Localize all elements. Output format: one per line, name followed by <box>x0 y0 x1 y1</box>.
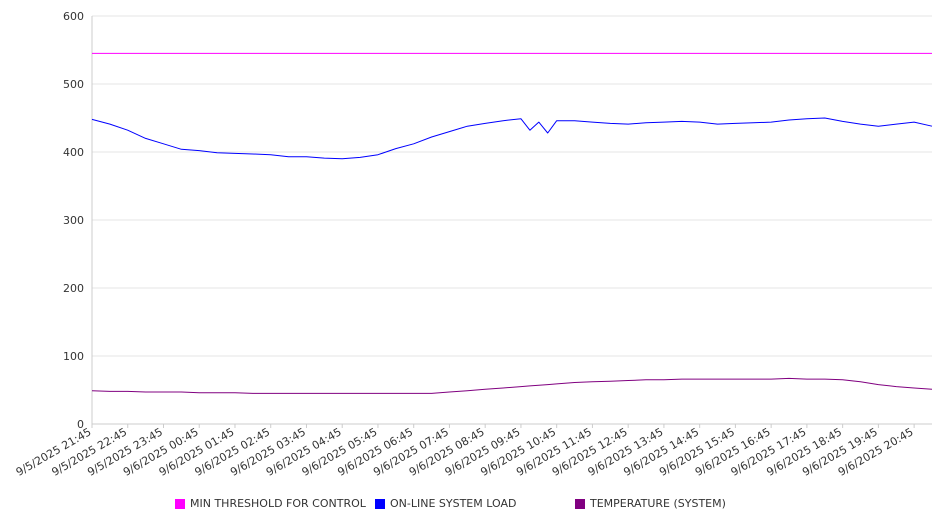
y-tick-label: 0 <box>77 418 84 431</box>
line-chart: 0 100 200 300 400 500 600 9/5/2025 21:459/5/20… <box>14 10 933 479</box>
axes <box>91 16 932 425</box>
legend-swatch-min-threshold <box>175 498 185 509</box>
legend: MIN THRESHOLD FOR CONTROL ON-LINE SYSTEM… <box>0 497 946 513</box>
y-tick-label: 600 <box>63 10 84 23</box>
x-tick-labels: 9/5/2025 21:459/5/2025 22:459/5/2025 23:… <box>14 424 916 479</box>
series-line-system-load <box>91 117 933 160</box>
legend-item-min-threshold[interactable]: MIN THRESHOLD FOR CONTROL <box>175 497 366 510</box>
legend-item-system-load[interactable]: ON-LINE SYSTEM LOAD <box>375 497 516 510</box>
y-tick-label: 500 <box>63 78 84 91</box>
legend-label-min-threshold: MIN THRESHOLD FOR CONTROL <box>190 497 366 510</box>
series-lines <box>91 52 933 394</box>
gridlines <box>92 15 932 357</box>
legend-item-temperature[interactable]: TEMPERATURE (SYSTEM) <box>575 497 726 510</box>
y-tick-label: 200 <box>63 282 84 295</box>
y-tick-label: 400 <box>63 146 84 159</box>
y-tick-labels: 0 100 200 300 400 500 600 <box>63 10 84 431</box>
legend-label-temperature: TEMPERATURE (SYSTEM) <box>590 497 726 510</box>
legend-swatch-system-load <box>375 498 385 509</box>
legend-label-system-load: ON-LINE SYSTEM LOAD <box>390 497 517 510</box>
legend-swatch-temperature <box>575 498 585 509</box>
y-tick-label: 100 <box>63 350 84 363</box>
y-tick-label: 300 <box>63 214 84 227</box>
series-line-temperature <box>91 377 933 394</box>
